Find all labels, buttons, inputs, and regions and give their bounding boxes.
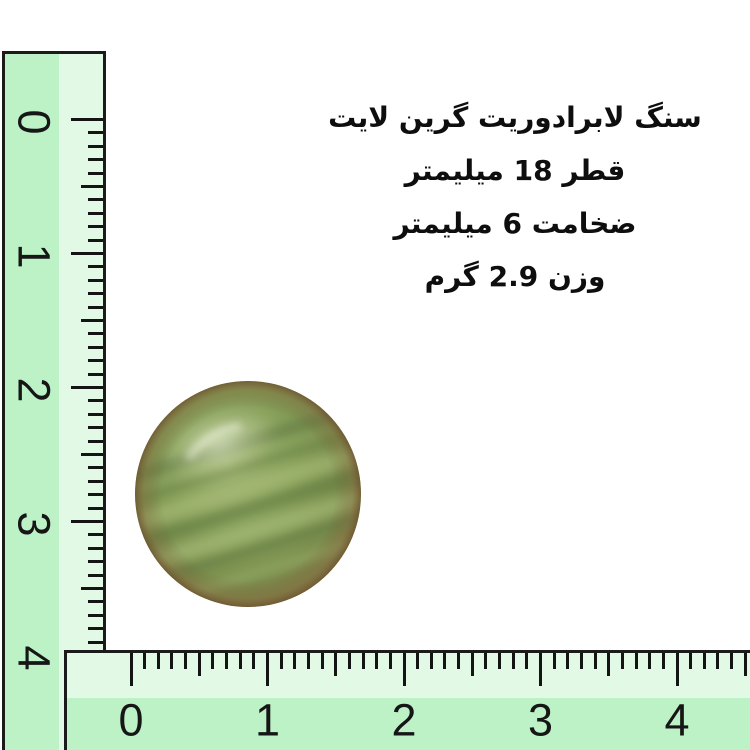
horizontal-ruler-label-4: 4 [664,694,690,746]
vertical-ruler-label-1: 1 [8,243,60,269]
horizontal-ruler-label-3: 3 [527,694,554,746]
vertical-ruler-label-3: 3 [8,511,60,537]
horizontal-ruler-label-2: 2 [391,694,417,746]
vertical-ruler: 0 1 2 3 4 [2,51,106,750]
horizontal-ruler-label-0: 0 [118,694,144,746]
labradorite-stone-photo [135,381,361,607]
product-weight-line: وزن 2.9 گرم [424,260,606,293]
product-diameter-line: قطر 18 میلیمتر [404,154,626,187]
vertical-ruler-label-4: 4 [8,645,60,671]
vertical-ruler-label-0: 0 [8,109,60,135]
horizontal-ruler-label-1: 1 [254,694,281,746]
horizontal-ruler: 0 1 2 3 4 [64,650,750,750]
product-title-line: سنگ لابرادوریت گرین لایت [328,101,702,134]
product-description: سنگ لابرادوریت گرین لایت قطر 18 میلیمتر … [280,91,750,303]
product-thickness-line: ضخامت 6 میلیمتر [393,207,637,240]
vertical-ruler-label-2: 2 [8,377,60,403]
